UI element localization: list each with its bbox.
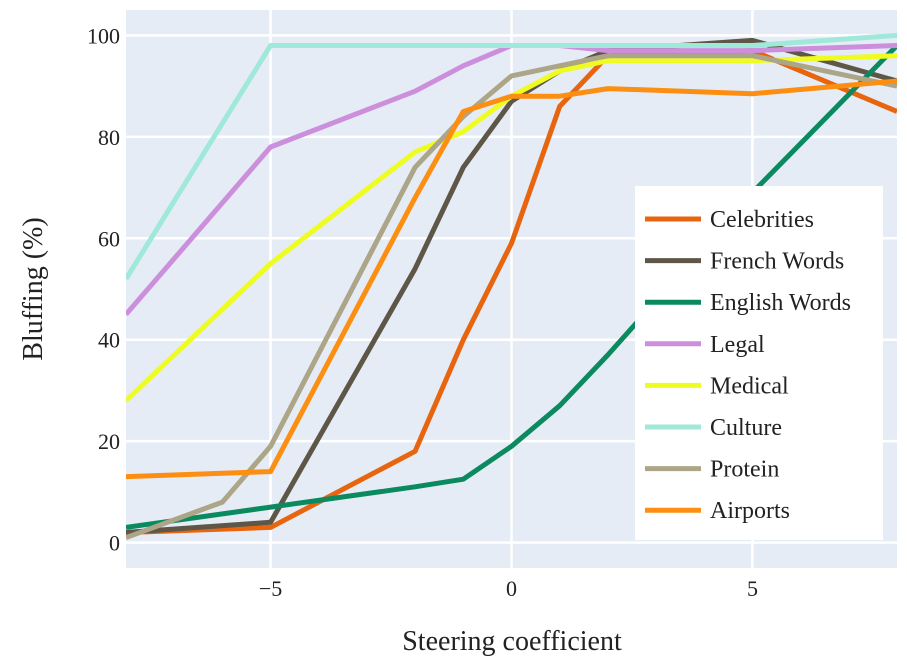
x-tick-label: −5 <box>259 576 282 601</box>
series-line-airports <box>126 78 897 480</box>
series-line-culture <box>126 32 897 281</box>
legend-label-legal: Legal <box>710 332 765 358</box>
legend-label-french-words: French Words <box>710 249 844 275</box>
legend-label-english-words: English Words <box>710 290 851 316</box>
x-axis-title: Steering coefficient <box>402 626 622 657</box>
legend-label-protein: Protein <box>710 457 779 483</box>
y-tick-label: 80 <box>98 125 120 150</box>
tick-labels: 0 20 40 60 80 100 −5 0 5 <box>87 23 758 601</box>
x-tick-label: 0 <box>506 576 517 601</box>
legend-label-medical: Medical <box>710 373 789 399</box>
legend-label-airports: Airports <box>710 498 790 524</box>
x-tick-label: 5 <box>747 576 758 601</box>
legend: Celebrities French Words English Words Lega… <box>635 186 883 540</box>
y-tick-label: 60 <box>98 226 120 251</box>
y-tick-label: 40 <box>98 328 120 353</box>
y-axis-title: Bluffing (%) <box>18 217 49 360</box>
legend-label-culture: Culture <box>710 415 782 441</box>
y-tick-label: 100 <box>87 23 120 48</box>
y-tick-label: 20 <box>98 429 120 454</box>
y-tick-label: 0 <box>109 531 120 556</box>
legend-box <box>635 186 883 540</box>
legend-label-celebrities: Celebrities <box>710 207 814 233</box>
